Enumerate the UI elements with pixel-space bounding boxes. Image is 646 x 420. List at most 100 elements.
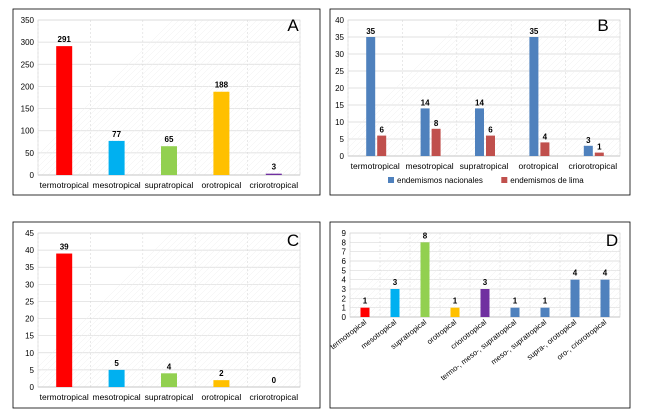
data-label: 3 — [483, 278, 488, 287]
bar — [265, 173, 282, 175]
bar — [600, 279, 610, 317]
hatch-line — [371, 233, 457, 317]
hatch-line — [227, 102, 300, 175]
hatch-line — [269, 356, 300, 387]
hatch-line — [369, 20, 507, 156]
y-tick-label: 35 — [335, 33, 344, 42]
legend-label: endemismos nacionales — [397, 176, 483, 185]
data-label: 5 — [114, 359, 119, 368]
y-tick-label: 15 — [25, 332, 34, 341]
hatch-line — [497, 233, 583, 317]
hatch-line — [449, 233, 535, 317]
hatch-line — [461, 233, 547, 317]
data-label: 1 — [597, 143, 602, 152]
hatch-line — [350, 233, 433, 316]
bar — [390, 289, 400, 317]
data-label: 4 — [543, 132, 548, 141]
hatch-line — [483, 20, 620, 156]
bar — [108, 369, 125, 387]
bar — [450, 307, 460, 317]
hatch-line — [551, 248, 620, 317]
hatch-line — [348, 20, 471, 143]
hatch-line — [441, 20, 579, 156]
hatch-line — [599, 296, 620, 317]
hatch-line — [630, 233, 646, 317]
hatch-line — [233, 108, 300, 175]
hatch-line — [53, 20, 210, 175]
bar — [108, 140, 125, 175]
hatch-line — [642, 233, 646, 317]
hatch-line — [545, 242, 620, 317]
hatch-line — [131, 20, 288, 175]
hatch-line — [521, 233, 607, 317]
data-label: 39 — [60, 243, 69, 252]
hatch-line — [77, 20, 234, 175]
y-tick-label: 20 — [335, 84, 344, 93]
legend-label: endemismos de lima — [510, 176, 584, 185]
x-tick-label: mesotropical — [93, 180, 141, 190]
hatch-line — [185, 272, 300, 387]
panel-letter: B — [597, 16, 608, 35]
data-label: 8 — [434, 119, 439, 128]
hatch-line — [509, 233, 595, 317]
data-label: 3 — [586, 136, 591, 145]
bar — [420, 242, 430, 317]
x-tick-label: criorotropical — [249, 180, 298, 190]
y-tick-label: 25 — [25, 297, 34, 306]
hatch-line — [581, 278, 620, 317]
data-label: 6 — [379, 126, 384, 135]
hatch-line — [59, 233, 215, 387]
hatch-line — [519, 55, 620, 156]
bar — [583, 145, 593, 156]
bar — [540, 307, 550, 317]
data-label: 8 — [423, 231, 428, 240]
hatch-line — [569, 266, 620, 317]
y-tick-label: 45 — [25, 229, 34, 238]
hatch-line — [348, 20, 465, 137]
bar — [529, 37, 539, 156]
x-tick-label: termotropical — [40, 392, 89, 402]
bar — [431, 128, 441, 156]
hatch-line — [401, 233, 487, 317]
hatch-line — [251, 126, 300, 175]
hatch-line — [549, 85, 620, 156]
hatch-line — [350, 233, 421, 304]
y-tick-label: 7 — [342, 248, 347, 257]
hatch-line — [387, 20, 525, 156]
hatch-line — [173, 48, 300, 175]
x-tick-label: supratropical — [460, 161, 509, 171]
x-tick-label: mesotropical — [406, 161, 454, 171]
hatch-line — [359, 233, 445, 317]
y-tick-label: 5 — [30, 366, 35, 375]
y-tick-label: 9 — [342, 229, 347, 238]
y-tick-label: 5 — [340, 135, 345, 144]
bar — [56, 46, 73, 175]
y-tick-label: 150 — [21, 105, 35, 114]
x-tick-label: criorotropical — [568, 161, 617, 171]
hatch-line — [257, 344, 300, 387]
data-label: 3 — [272, 163, 277, 172]
hatch-line — [59, 20, 216, 175]
y-tick-label: 2 — [342, 294, 347, 303]
hatch-line — [251, 338, 300, 387]
hatch-line — [393, 20, 531, 156]
hatch-line — [119, 20, 276, 175]
hatch-line — [575, 272, 620, 317]
x-tick-label: criorotropical — [249, 392, 298, 402]
hatch-line — [636, 233, 646, 317]
hatch-line — [485, 233, 571, 317]
hatch-line — [215, 302, 300, 387]
data-label: 291 — [58, 35, 72, 44]
hatch-line — [47, 20, 204, 175]
hatch-line — [155, 30, 300, 175]
hatch-line — [38, 20, 174, 156]
y-tick-label: 0 — [342, 313, 347, 322]
bar — [510, 307, 520, 317]
hatch-line — [167, 254, 300, 387]
hatch-line — [95, 233, 251, 387]
hatch-line — [71, 233, 227, 387]
y-tick-label: 5 — [342, 266, 347, 275]
hatch-line — [640, 20, 646, 156]
